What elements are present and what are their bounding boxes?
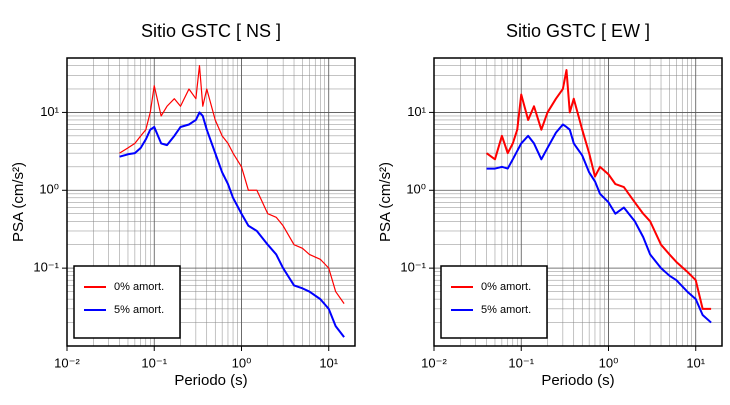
plot-frame xyxy=(433,57,723,347)
legend-box xyxy=(73,265,181,339)
x-tick-label: 10⁻² xyxy=(54,355,80,370)
legend-label: 0% amort. xyxy=(481,281,531,293)
series-line xyxy=(485,69,712,310)
legend-box xyxy=(440,265,548,339)
series-line xyxy=(119,111,345,338)
y-tick-label: 10⁻¹ xyxy=(33,260,59,275)
chart-title: Sitio GSTC [ NS ] xyxy=(141,21,281,41)
x-tick-label: 10⁰ xyxy=(599,355,619,370)
y-tick-label: 10¹ xyxy=(40,104,59,119)
legend-label: 0% amort. xyxy=(114,281,164,293)
y-tick-label: 10⁰ xyxy=(406,182,426,197)
y-tick-label: 10⁰ xyxy=(39,182,59,197)
y-axis-label: PSA (cm/s²) xyxy=(10,162,27,242)
x-tick-label: 10⁻¹ xyxy=(141,355,167,370)
legend-label: 5% amort. xyxy=(481,304,531,316)
legend-label: 5% amort. xyxy=(114,304,164,316)
x-axis-label: Periodo (s) xyxy=(541,372,614,389)
x-tick-label: 10¹ xyxy=(319,355,338,370)
x-tick-label: 10⁰ xyxy=(232,355,252,370)
y-axis-label: PSA (cm/s²) xyxy=(377,162,394,242)
x-axis-label: Periodo (s) xyxy=(174,372,247,389)
series-line xyxy=(119,64,345,304)
chart-title: Sitio GSTC [ EW ] xyxy=(506,21,650,41)
x-tick-label: 10⁻¹ xyxy=(508,355,534,370)
series-line xyxy=(486,123,712,324)
plot-frame xyxy=(66,57,356,347)
y-tick-label: 10⁻¹ xyxy=(400,260,426,275)
y-tick-label: 10¹ xyxy=(407,104,426,119)
x-tick-label: 10¹ xyxy=(686,355,705,370)
x-tick-label: 10⁻² xyxy=(421,355,447,370)
